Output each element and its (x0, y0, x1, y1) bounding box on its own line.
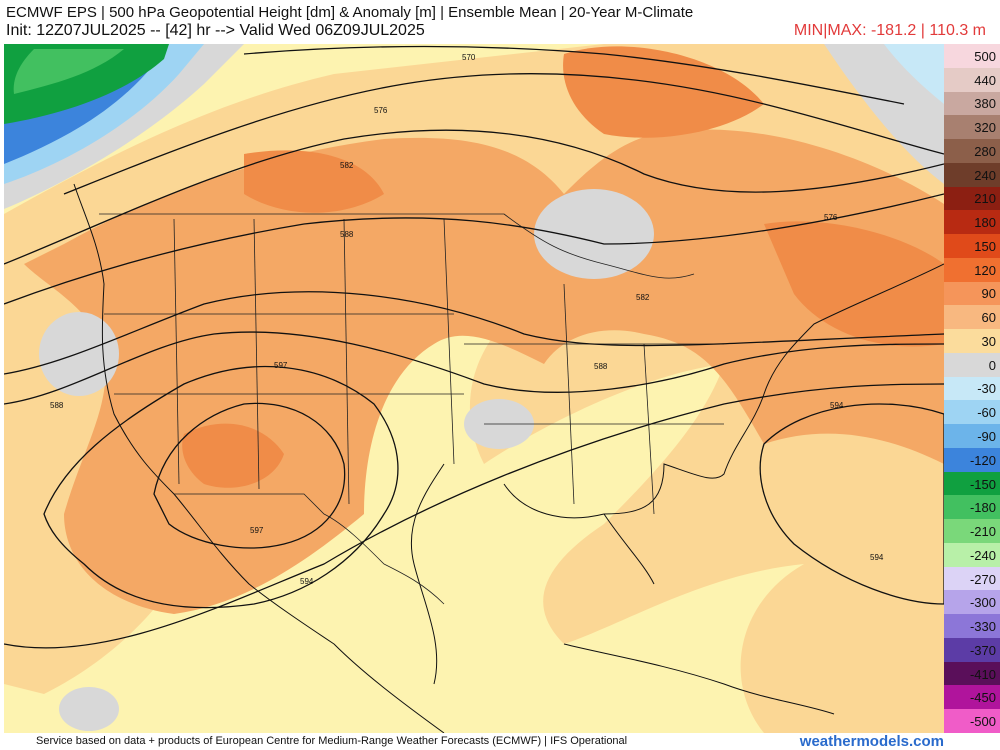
colorbar-swatch: -120 (944, 447, 1000, 473)
colorbar-swatch: -450 (944, 685, 1000, 710)
colorbar-swatch: -240 (944, 542, 1000, 568)
colorbar-swatch: -180 (944, 495, 1000, 520)
colorbar-swatch: 440 (944, 67, 1000, 92)
colorbar-label: -90 (977, 429, 996, 444)
anomaly-fill-zero-pacific (39, 312, 119, 396)
init-valid-time: Init: 12Z07JUL2025 -- [42] hr --> Valid … (6, 22, 425, 39)
anomaly-fill-zero-great-lakes (534, 189, 654, 279)
colorbar-label: 440 (974, 72, 996, 88)
colorbar-label: -30 (977, 381, 996, 397)
anomaly-fill-neg-northeast-blue (884, 44, 944, 104)
contour-label-594: 594 (300, 577, 314, 586)
anomaly-fill-90 (244, 150, 384, 213)
colorbar-swatch: 60 (944, 305, 1000, 330)
colorbar-swatch: -300 (944, 590, 1000, 615)
colorbar-label: 380 (974, 96, 996, 112)
colorbar-swatch: 380 (944, 91, 1000, 116)
colorbar-label: -370 (969, 642, 996, 658)
colorbar-label: -210 (969, 524, 996, 540)
colorbar-swatch: -90 (944, 424, 1000, 449)
colorbar-swatch: 120 (944, 257, 1000, 283)
colorbar-swatch: 280 (944, 139, 1000, 164)
colorbar-label: -450 (969, 690, 996, 706)
colorbar-label: -300 (969, 595, 996, 611)
colorbar-swatch: -370 (944, 637, 1000, 663)
colorbar-label: 320 (974, 120, 996, 136)
colorbar-label: -180 (969, 500, 996, 516)
map-title: ECMWF EPS | 500 hPa Geopotential Height … (6, 4, 694, 21)
anomaly-fill-neg-northeast (824, 44, 944, 184)
colorbar-label: 180 (974, 215, 996, 231)
colorbar-label: 150 (974, 238, 996, 254)
contour-label-588: 588 (340, 230, 354, 239)
anomaly-fill-90 (563, 46, 764, 138)
contour-label-594: 594 (830, 401, 844, 410)
colorbar-swatch: -150 (944, 471, 1000, 496)
anomaly-fill-60 (24, 129, 944, 614)
colorbar-swatch: 30 (944, 329, 1000, 354)
colorbar-swatch: -500 (944, 709, 1000, 734)
colorbar-swatch: -30 (944, 376, 1000, 401)
forecast-map[interactable]: 570 576 576 582 582 588 588 588 594 594 … (4, 44, 944, 733)
height-contours (4, 45, 944, 649)
colorbar-label: 280 (974, 143, 996, 159)
anomaly-fill-neg-lightgreen (13, 49, 124, 94)
colorbar-label: -120 (969, 452, 996, 468)
anomaly-colorbar: 500 440 380 320 280 240 210 180 150 120 90 60 30 0 -30… (944, 44, 1000, 734)
colorbar-swatch: 210 (944, 186, 1000, 211)
colorbar-label: -330 (969, 619, 996, 635)
colorbar-swatch: -410 (944, 661, 1000, 686)
contour-label-582: 582 (340, 161, 354, 170)
contour-label-597: 597 (274, 361, 288, 370)
anomaly-fill-zero-pacific-south (59, 687, 119, 731)
colorbar-label: -60 (977, 405, 996, 421)
contour-label-582: 582 (636, 293, 650, 302)
colorbar-label: -410 (969, 666, 996, 682)
colorbar-label: 0 (988, 357, 996, 373)
contour-label-594: 594 (870, 553, 884, 562)
header: ECMWF EPS | 500 hPa Geopotential Height … (0, 0, 1000, 44)
colorbar-swatch: -60 (944, 400, 1000, 425)
colorbar-label: 60 (981, 310, 996, 326)
colorbar-label: -270 (969, 571, 996, 587)
colorbar-label: 90 (981, 286, 996, 302)
colorbar-swatch: 500 (944, 44, 1000, 69)
anomaly-fill-90 (764, 221, 944, 347)
contour-label-588: 588 (594, 362, 608, 371)
data-credit: Service based on data + products of Euro… (36, 735, 628, 747)
colorbar-swatch: 150 (944, 234, 1000, 259)
colorbar-swatch: 320 (944, 115, 1000, 140)
colorbar-swatch: 0 (944, 352, 1000, 378)
map-canvas: 570 576 576 582 582 588 588 588 594 594 … (4, 44, 944, 733)
colorbar-label: 30 (981, 333, 996, 349)
colorbar-swatch: 240 (944, 162, 1000, 188)
contour-label-570: 570 (462, 53, 476, 62)
footer: Service based on data + products of Euro… (0, 733, 1000, 750)
colorbar-swatch: -330 (944, 614, 1000, 639)
colorbar-label: 210 (974, 191, 996, 207)
colorbar-swatch: 90 (944, 281, 1000, 306)
colorbar-label: -240 (969, 547, 996, 563)
contour-label-576: 576 (824, 213, 838, 222)
colorbar-swatch: 180 (944, 210, 1000, 235)
contour-label-576: 576 (374, 106, 388, 115)
min-max-readout: MIN|MAX: -181.2 | 110.3 m (793, 22, 986, 39)
colorbar-swatch: -210 (944, 519, 1000, 544)
colorbar-label: 240 (974, 167, 996, 183)
colorbar-label: -150 (969, 476, 996, 492)
brand-link[interactable]: weathermodels.com (799, 733, 944, 750)
colorbar-swatch: -270 (944, 566, 1000, 591)
contour-label-597: 597 (250, 526, 264, 535)
colorbar-label: 120 (974, 262, 996, 278)
contour-label-588: 588 (50, 401, 64, 410)
colorbar-label: -500 (969, 714, 996, 730)
colorbar-label: 500 (974, 48, 996, 64)
